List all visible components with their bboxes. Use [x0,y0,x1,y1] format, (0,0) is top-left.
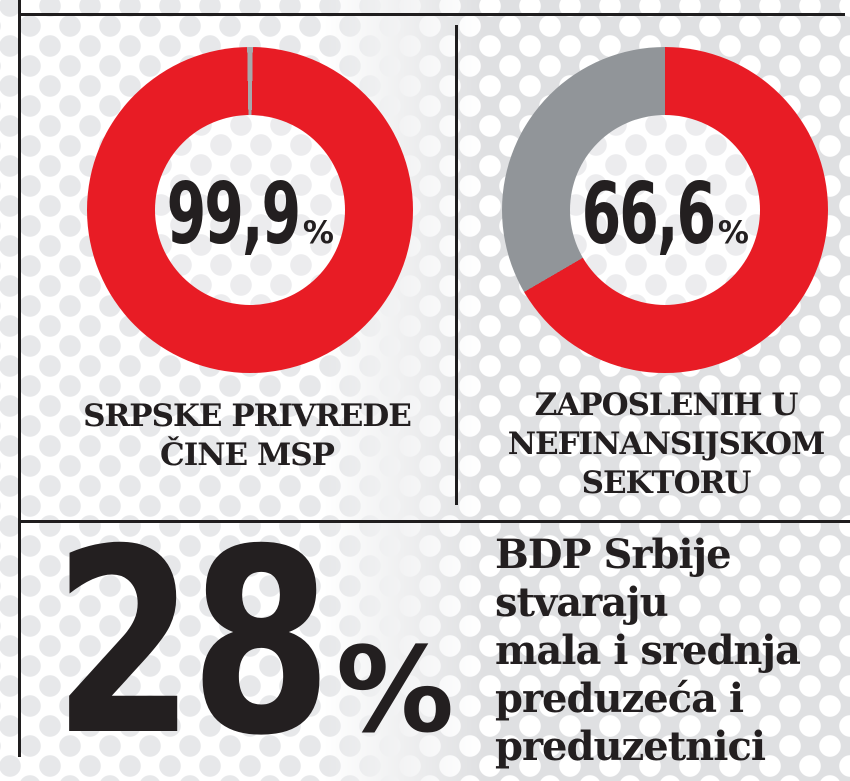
donut-employment-percent-sign: % [717,214,749,251]
gdp-stat-description: BDP Srbije stvaraju mala i srednja predu… [495,531,801,771]
description-line: BDP Srbije [495,531,732,578]
caption-line: SEKTORU [581,465,752,501]
gdp-stat-number: 28% [53,516,454,771]
donut-employment-caption: ZAPOSLENIH U NEFINANSIJSKOM SEKTORU [482,386,850,503]
frame-line-left [18,0,21,757]
donut-chart-msp-share: 99,9% [87,47,413,373]
section-divider-line [18,520,850,523]
description-line: preduzetnici [495,723,766,770]
description-line: preduzeća i [495,675,744,722]
panel-divider-line [455,25,458,505]
donut-msp-caption: SRPSKE PRIVREDE ČINE MSP [30,397,464,475]
donut-chart-employment-share: 66,6% [502,47,828,373]
donut-msp-value-text: 99,9 [166,164,301,264]
description-line: stvaraju [495,579,669,626]
donut-employment-value-text: 66,6 [581,164,716,264]
caption-line: NEFINANSIJSKOM [507,426,826,462]
donut-employment-center-value: 66,6% [570,119,760,309]
caption-line: SRPSKE PRIVREDE [83,398,412,434]
caption-line: ZAPOSLENIH U [534,387,799,423]
gdp-stat-value-text: 28 [53,495,332,781]
gdp-stat-percent-sign: % [335,621,455,759]
frame-line-top [18,13,845,16]
donut-msp-center-value: 99,9% [155,119,345,309]
caption-line: ČINE MSP [160,437,335,473]
description-line: mala i srednja [495,627,801,674]
donut-msp-percent-sign: % [302,214,334,251]
